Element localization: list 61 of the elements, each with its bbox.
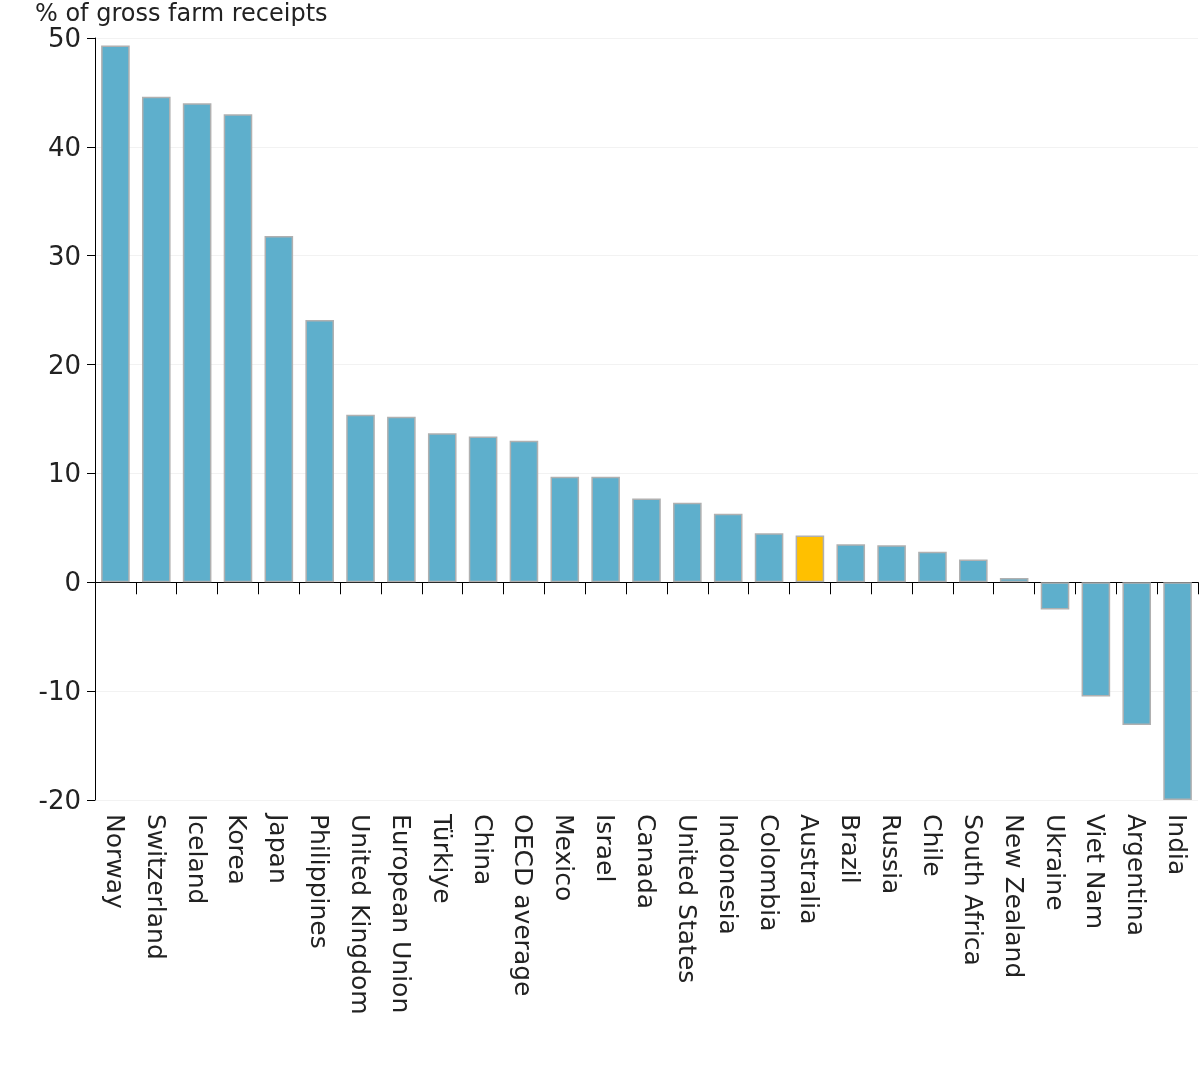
x-tick-label: Norway bbox=[100, 814, 130, 910]
x-tick-label: Mexico bbox=[550, 814, 580, 902]
x-tick-label: United States bbox=[672, 814, 702, 984]
bar bbox=[346, 414, 375, 583]
x-tick-label: United Kingdom bbox=[346, 814, 376, 1015]
bar bbox=[836, 544, 866, 583]
y-tick-label: 40 bbox=[47, 131, 81, 162]
y-tick-label: 0 bbox=[64, 567, 81, 598]
x-tick-label: Japan bbox=[264, 812, 294, 884]
bar bbox=[918, 551, 947, 583]
bar bbox=[182, 103, 212, 583]
x-tick-label: Brazil bbox=[836, 814, 866, 884]
x-tick-label: Iceland bbox=[182, 814, 212, 905]
x-tick-label: South Africa bbox=[958, 814, 988, 966]
x-tick-label: Indonesia bbox=[713, 814, 743, 935]
bar bbox=[795, 535, 825, 583]
bar bbox=[223, 114, 253, 583]
x-tick-label: Canada bbox=[632, 814, 661, 910]
y-tick-label: -10 bbox=[38, 676, 81, 707]
y-tick-label: 20 bbox=[47, 349, 81, 380]
x-tick-label: New Zealand bbox=[999, 814, 1029, 979]
bar bbox=[427, 433, 457, 583]
y-tick-label: 30 bbox=[47, 240, 81, 271]
bar bbox=[632, 498, 661, 583]
x-tick-label: Israel bbox=[591, 814, 621, 883]
y-tick-label: -20 bbox=[38, 785, 81, 815]
bar bbox=[1081, 582, 1111, 697]
x-tick-label: China bbox=[468, 814, 498, 886]
x-tick-label: Colombia bbox=[754, 814, 784, 932]
bar bbox=[713, 513, 743, 583]
x-tick-label: Switzerland bbox=[141, 814, 171, 960]
x-tick-label: Viet Nam bbox=[1081, 814, 1111, 930]
x-tick-label: Korea bbox=[223, 814, 253, 885]
bar bbox=[591, 476, 620, 583]
x-tick-label: Philippines bbox=[305, 814, 335, 949]
bar bbox=[264, 236, 294, 583]
bar bbox=[1040, 582, 1070, 610]
x-tick-label: Australia bbox=[795, 814, 825, 925]
x-tick-label: European Union bbox=[386, 814, 416, 1014]
bar bbox=[509, 440, 539, 583]
bar bbox=[305, 319, 334, 583]
x-tick-label: India bbox=[1163, 814, 1193, 876]
x-tick-label: Ukraine bbox=[1040, 814, 1070, 911]
bar bbox=[101, 45, 130, 583]
bar bbox=[550, 476, 580, 583]
x-tick-label: Chile bbox=[917, 814, 947, 877]
bar bbox=[1122, 582, 1152, 725]
x-tick-label: Argentina bbox=[1122, 814, 1152, 936]
bar bbox=[754, 533, 784, 583]
x-tick-label: OECD average bbox=[509, 814, 539, 997]
bar bbox=[141, 96, 171, 583]
bar bbox=[673, 502, 702, 583]
y-tick-label: 10 bbox=[47, 458, 81, 489]
bar bbox=[1163, 582, 1192, 800]
bar bbox=[959, 559, 988, 583]
x-tick-label: Türkiye bbox=[427, 813, 457, 904]
bar bbox=[468, 436, 498, 583]
bar bbox=[877, 545, 906, 583]
bar bbox=[999, 577, 1029, 583]
bar bbox=[387, 416, 416, 583]
x-tick-label: Russia bbox=[877, 814, 907, 895]
